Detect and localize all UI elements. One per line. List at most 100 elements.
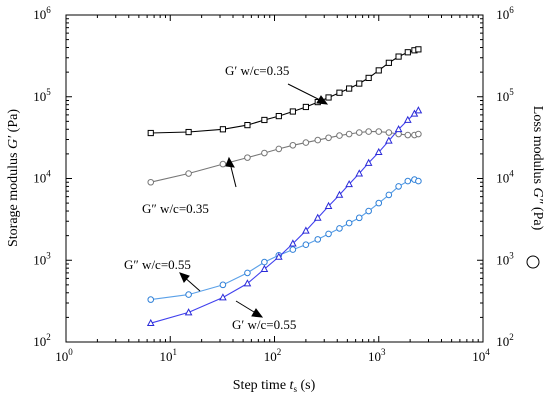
data-point — [314, 136, 322, 144]
data-point — [147, 296, 155, 303]
data-point — [355, 214, 363, 222]
data-point — [185, 128, 192, 136]
series-2 — [147, 128, 422, 186]
x-tick-label: 100 — [55, 347, 73, 364]
data-point — [375, 67, 382, 74]
y-tick-label-left: 104 — [33, 169, 51, 186]
data-point — [289, 108, 296, 115]
x-tick-label: 102 — [264, 347, 282, 364]
data-point — [385, 129, 393, 136]
data-point — [244, 154, 251, 161]
data-point — [324, 201, 333, 209]
data-point — [146, 318, 155, 327]
data-point — [365, 74, 372, 82]
data-point — [403, 115, 412, 123]
data-point — [415, 177, 422, 185]
data-point — [404, 177, 412, 185]
arrow-gprime-035 — [287, 83, 323, 102]
data-point — [243, 279, 252, 287]
data-point — [147, 129, 154, 137]
data-point — [364, 158, 373, 166]
y-tick-label-right: 103 — [496, 250, 514, 267]
series-4 — [146, 106, 423, 327]
arrowhead-gdoubleprime-055 — [179, 272, 190, 283]
data-point — [374, 147, 383, 156]
data-point — [365, 207, 372, 215]
data-point — [219, 160, 227, 168]
data-point — [244, 269, 251, 277]
y-tick-label-left: 102 — [33, 332, 51, 349]
data-point — [385, 191, 393, 199]
data-point — [313, 213, 322, 221]
data-point — [395, 183, 402, 190]
data-point — [275, 112, 282, 120]
x-tick-label: 104 — [472, 347, 490, 364]
data-point — [275, 145, 283, 153]
data-point — [261, 116, 268, 124]
annotation-gprime-035: G′ w/c=0.35 — [225, 63, 289, 78]
data-point — [289, 141, 297, 149]
data-point — [346, 85, 353, 92]
data-point — [302, 103, 309, 111]
data-point — [289, 239, 297, 247]
annotation-gprime-055: G′ w/c=0.55 — [232, 317, 296, 332]
arrow-gprime-055 — [235, 300, 255, 313]
data-point — [244, 121, 251, 129]
data-point — [415, 46, 422, 53]
data-point — [395, 53, 402, 60]
data-point — [356, 80, 363, 87]
arrowhead-gprime-055 — [251, 308, 264, 318]
y-axis-right-title: Loss modulus G″ (Pa) — [530, 106, 545, 231]
data-point — [345, 219, 353, 227]
data-point — [336, 132, 343, 139]
x-tick-label: 101 — [160, 347, 178, 364]
x-axis-title: Step time ts (s) — [233, 378, 316, 394]
data-point — [260, 264, 269, 272]
arrowhead-gprime-035 — [316, 95, 329, 105]
data-point — [365, 128, 372, 135]
data-point — [302, 241, 310, 248]
data-point — [302, 226, 310, 234]
data-point — [404, 131, 412, 139]
data-point — [325, 134, 332, 142]
series-line — [150, 48, 419, 134]
y-axis-left-title: Storage modulus G′ (Pa) — [6, 109, 21, 247]
series-1 — [147, 46, 422, 137]
data-point — [394, 125, 403, 133]
series-line — [150, 109, 419, 324]
data-point — [314, 236, 322, 243]
data-point — [336, 89, 343, 96]
data-point — [415, 130, 422, 138]
data-point — [184, 308, 193, 316]
data-point — [325, 230, 332, 238]
data-point — [261, 258, 268, 266]
data-point — [289, 246, 297, 253]
y-tick-label-right: 104 — [496, 169, 514, 186]
data-point — [345, 180, 353, 188]
series-line — [150, 179, 419, 301]
annotation-gdoubleprime-035: G″ w/c=0.35 — [142, 201, 209, 216]
data-point — [385, 136, 393, 144]
axis-layer: 100 101 102 103 104 102 102 103 103 104 104 105 105 1… — [33, 5, 514, 364]
annotation-arrows — [179, 83, 329, 318]
data-point — [336, 225, 343, 232]
y-axis-right-legend-circle — [526, 255, 540, 269]
data-point — [185, 291, 192, 298]
data-point — [335, 190, 344, 198]
arrowhead-gdoubleprime-035 — [225, 156, 235, 168]
data-point — [274, 252, 283, 260]
data-point — [414, 106, 423, 114]
data-point — [219, 281, 227, 289]
data-point — [355, 169, 364, 177]
data-point — [375, 199, 383, 207]
y-tick-label-right: 105 — [496, 87, 514, 104]
y-tick-label-left: 103 — [33, 250, 51, 267]
data-point — [147, 178, 155, 186]
y-tick-label-right: 102 — [496, 332, 514, 349]
data-point — [302, 139, 310, 146]
data-point — [385, 59, 392, 66]
y-tick-label-left: 106 — [33, 5, 51, 22]
data-point — [355, 129, 363, 136]
data-point — [219, 126, 227, 133]
